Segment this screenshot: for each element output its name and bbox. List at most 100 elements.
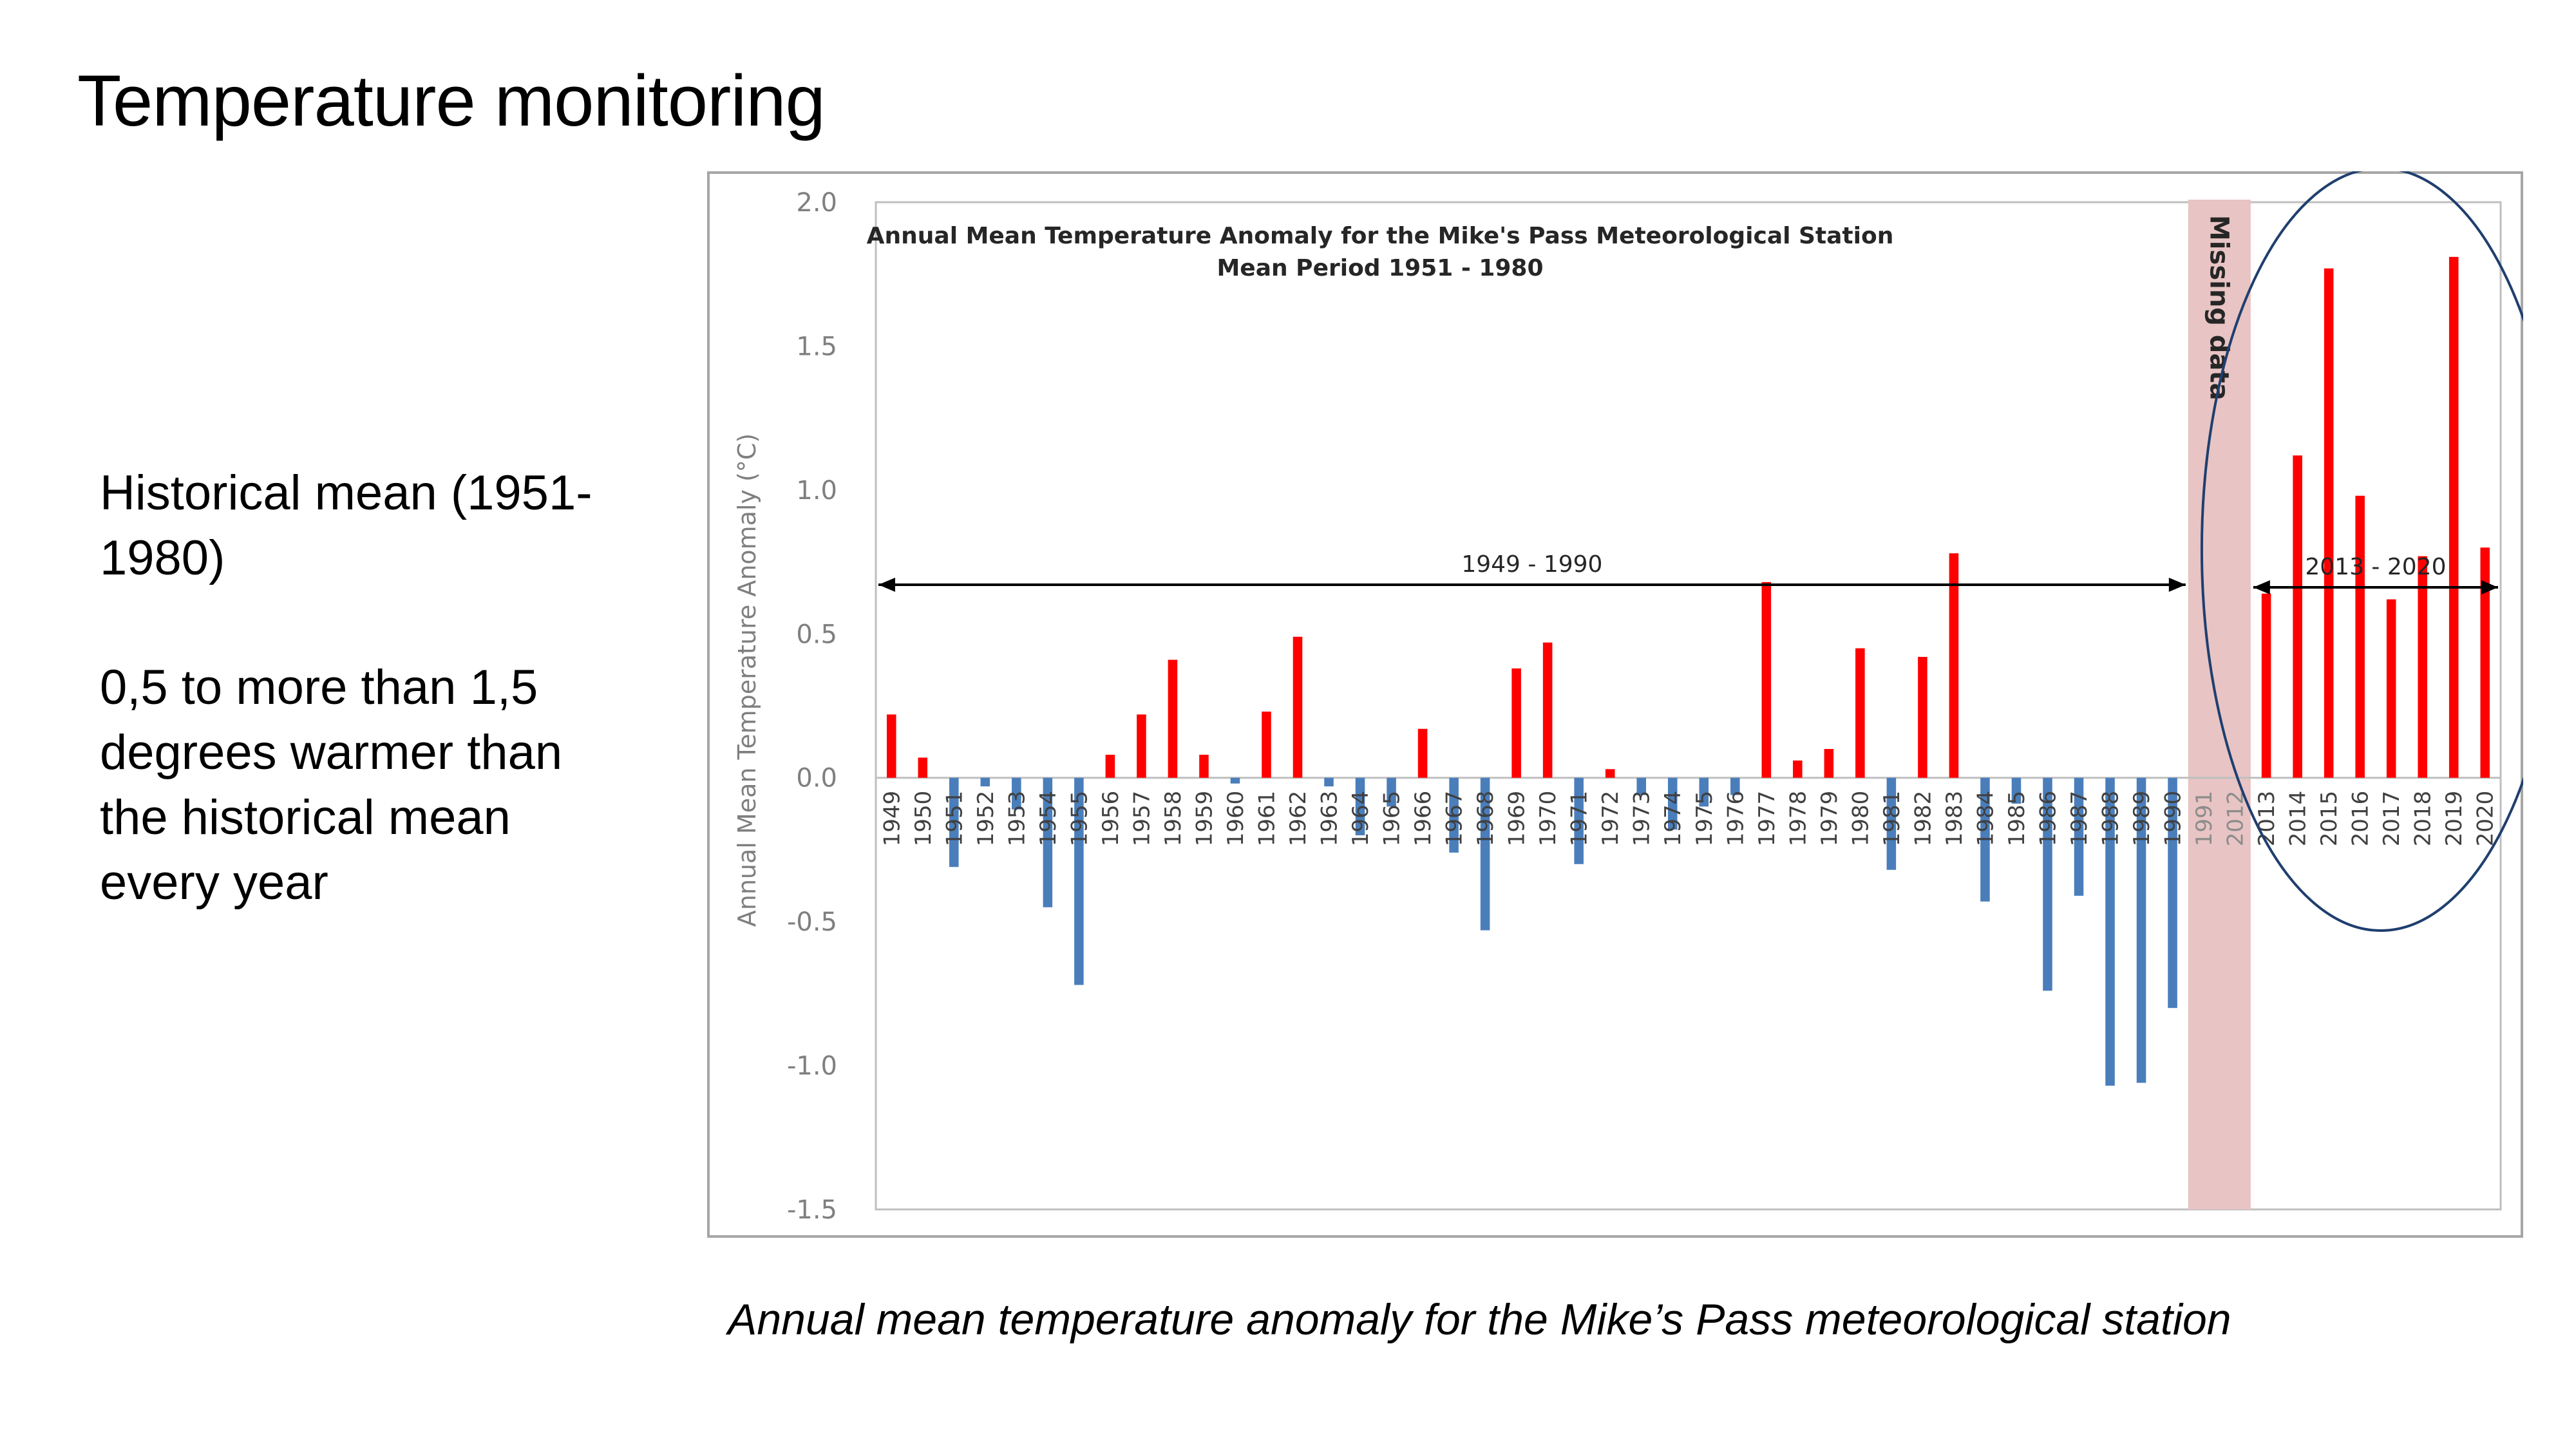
x-tick-label: 1968 bbox=[1473, 791, 1499, 847]
bar-2020 bbox=[2480, 547, 2490, 778]
period-arrow-1949-1990-head-right bbox=[2168, 578, 2186, 592]
x-tick-label: 1983 bbox=[1942, 791, 1967, 847]
x-tick-label: 2015 bbox=[2316, 791, 2342, 847]
x-tick-label: 1980 bbox=[1848, 791, 1873, 847]
figure-caption: Annual mean temperature anomaly for the … bbox=[728, 1295, 2231, 1344]
x-tick-label: 1977 bbox=[1754, 791, 1780, 847]
y-tick-label: 0.0 bbox=[796, 764, 837, 793]
bar-1965 bbox=[1387, 777, 1396, 807]
bar-1973 bbox=[1636, 777, 1646, 795]
bar-1981 bbox=[1886, 777, 1897, 870]
x-tick-label: 1953 bbox=[1004, 791, 1030, 847]
bar-1969 bbox=[1511, 668, 1521, 778]
x-tick-label: 1950 bbox=[911, 791, 936, 847]
bar-1958 bbox=[1168, 659, 1178, 778]
chart-frame: 2.0 1.5 1.0 0.5 0.0 -0.5 -1.0 -1.5 Annual Mean T… bbox=[707, 171, 2523, 1238]
x-tick-label: 1949 bbox=[879, 791, 905, 847]
x-tick-label: 1954 bbox=[1036, 791, 1061, 847]
period-arrow-1949-1990-head-left bbox=[878, 578, 895, 592]
x-tick-label: 2012 bbox=[2223, 791, 2249, 847]
x-tick-label: 1958 bbox=[1160, 791, 1186, 847]
bar-2018 bbox=[2418, 556, 2427, 778]
bar-1989 bbox=[2136, 777, 2146, 1083]
bar-1990 bbox=[2168, 777, 2177, 1009]
bar-1978 bbox=[1793, 760, 1803, 778]
highlight-ellipse bbox=[2201, 171, 2523, 932]
x-tick-label: 1979 bbox=[1817, 791, 1842, 847]
bar-1987 bbox=[2074, 777, 2084, 896]
x-tick-label: 1952 bbox=[973, 791, 999, 847]
x-tick-label: 1974 bbox=[1660, 791, 1686, 847]
bar-1974 bbox=[1667, 777, 1678, 830]
x-tick-label: 2016 bbox=[2348, 791, 2374, 847]
bar-2013 bbox=[2261, 593, 2271, 778]
bar-1954 bbox=[1043, 777, 1053, 907]
y-tick-label: -1.0 bbox=[787, 1052, 837, 1081]
x-tick-label: 1965 bbox=[1379, 791, 1405, 847]
bar-1982 bbox=[1918, 657, 1927, 778]
bar-1959 bbox=[1199, 754, 1209, 778]
bar-1986 bbox=[2043, 777, 2052, 991]
x-tick-label: 1976 bbox=[1723, 791, 1748, 847]
x-tick-label: 1972 bbox=[1598, 791, 1624, 847]
x-tick-label: 1984 bbox=[1973, 791, 1998, 847]
x-tick-label: 1956 bbox=[1098, 791, 1124, 847]
x-tick-label: 1971 bbox=[1567, 791, 1593, 847]
period-label-2013-2020: 2013 - 2020 bbox=[2305, 554, 2446, 580]
x-tick-label: 1967 bbox=[1442, 791, 1468, 847]
period-arrow-2013-2020-head-right bbox=[2481, 580, 2498, 594]
period-label-1949-1990: 1949 - 1990 bbox=[1461, 551, 1602, 578]
bar-2017 bbox=[2386, 599, 2396, 778]
chart-subtitle: Mean Period 1951 - 1980 bbox=[1217, 255, 1543, 281]
bar-1966 bbox=[1417, 728, 1428, 778]
x-tick-label: 2014 bbox=[2286, 791, 2311, 847]
bar-1988 bbox=[2105, 777, 2115, 1086]
bullet-warming-summary: 0,5 to more than 1,5 degrees warmer than… bbox=[100, 660, 563, 910]
x-tick-label: 1964 bbox=[1348, 791, 1374, 847]
bar-1975 bbox=[1699, 777, 1709, 807]
x-tick-label: 1987 bbox=[2067, 791, 2092, 847]
bar-1951 bbox=[949, 777, 959, 867]
bar-1985 bbox=[2011, 777, 2022, 804]
y-tick-label: -1.5 bbox=[787, 1195, 837, 1225]
x-tick-label: 1966 bbox=[1410, 791, 1436, 847]
x-tick-label: 2017 bbox=[2379, 791, 2405, 847]
bar-2015 bbox=[2324, 268, 2334, 778]
bar-1968 bbox=[1480, 777, 1490, 931]
bar-1961 bbox=[1262, 711, 1271, 778]
bar-1964 bbox=[1355, 777, 1365, 836]
bar-1977 bbox=[1761, 582, 1772, 778]
y-tick-label: 1.5 bbox=[796, 332, 837, 361]
bar-1949 bbox=[886, 714, 896, 778]
bar-1953 bbox=[1012, 777, 1021, 810]
x-tick-label: 1960 bbox=[1223, 791, 1249, 847]
bar-1970 bbox=[1542, 642, 1553, 778]
bar-2016 bbox=[2355, 495, 2365, 778]
period-arrow-2013-2020-head-left bbox=[2253, 580, 2270, 594]
x-tick-label: 1955 bbox=[1066, 791, 1092, 847]
bar-1952 bbox=[980, 777, 990, 787]
x-tick-label: 1990 bbox=[2161, 791, 2186, 847]
bar-1979 bbox=[1824, 749, 1834, 778]
chart-title: Annual Mean Temperature Anomaly for the … bbox=[867, 223, 1894, 249]
y-tick-label: 2.0 bbox=[796, 188, 837, 218]
bar-1983 bbox=[1949, 553, 1959, 778]
x-tick-label: 2019 bbox=[2441, 791, 2467, 847]
bar-1967 bbox=[1449, 777, 1459, 853]
y-tick-label: 1.0 bbox=[796, 476, 837, 506]
x-tick-label: 1959 bbox=[1191, 791, 1217, 847]
x-tick-label: 1978 bbox=[1785, 791, 1811, 847]
bar-1980 bbox=[1855, 648, 1865, 778]
bar-1971 bbox=[1574, 777, 1584, 864]
bar-1960 bbox=[1230, 777, 1240, 784]
bar-1950 bbox=[918, 757, 928, 778]
y-tick-label: 0.5 bbox=[796, 620, 837, 649]
x-tick-label: 1962 bbox=[1285, 791, 1311, 847]
bar-1972 bbox=[1605, 769, 1615, 778]
x-tick-label: 1985 bbox=[2004, 791, 2030, 847]
x-tick-label: 1991 bbox=[2192, 791, 2217, 847]
temperature-anomaly-chart: 2.0 1.5 1.0 0.5 0.0 -0.5 -1.0 -1.5 Annual Mean T… bbox=[707, 171, 2523, 1238]
x-tick-label: 1961 bbox=[1254, 791, 1280, 847]
missing-data-band bbox=[2188, 200, 2251, 1209]
bar-1955 bbox=[1074, 777, 1084, 985]
